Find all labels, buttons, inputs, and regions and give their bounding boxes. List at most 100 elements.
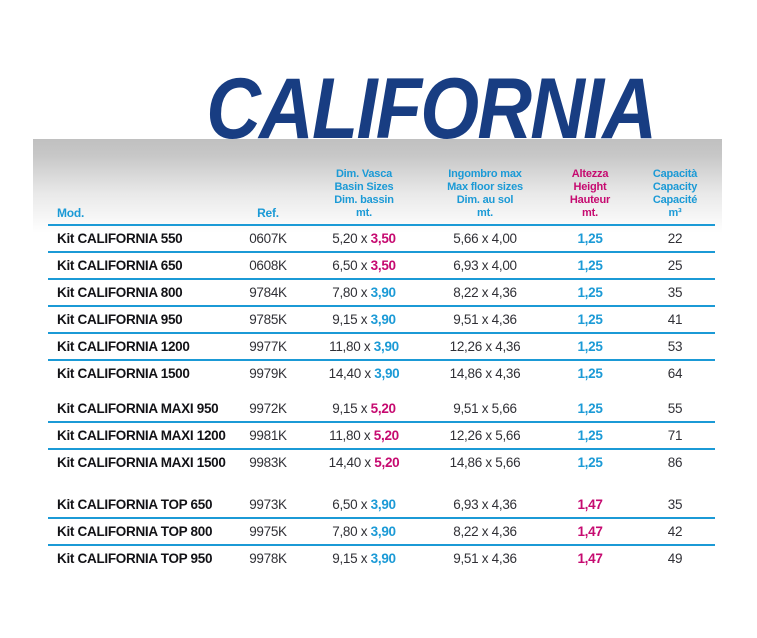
spec-table: Mod. Ref. Dim. Vasca Basin Sizes Dim. ba…	[48, 168, 715, 571]
height-value: 1,25	[577, 312, 603, 327]
header-line: Capacity	[652, 181, 698, 193]
col-header-height: Altezza Height Hauteur mt.	[545, 168, 635, 220]
capacity-value: 71	[667, 428, 683, 443]
floor-size: 5,66 x 4,00	[453, 231, 517, 246]
header-line: Max floor sizes	[447, 181, 523, 193]
header-line: mt.	[582, 207, 598, 219]
ref-code: 9784K	[249, 285, 287, 300]
ref-code: 0608K	[249, 258, 287, 273]
header-line: Dim. bassin	[334, 194, 394, 206]
basin-size: 9,15 x 3,90	[332, 551, 396, 566]
basin-size: 6,50 x 3,90	[332, 497, 396, 512]
table-row: Kit CALIFORNIA TOP 950 9978K 9,15 x 3,90…	[48, 546, 715, 571]
table-row: Kit CALIFORNIA 950 9785K 9,15 x 3,90 9,5…	[48, 307, 715, 334]
header-line: m³	[668, 207, 682, 219]
height-value: 1,25	[577, 455, 603, 470]
height-value: 1,25	[577, 366, 603, 381]
floor-size: 12,26 x 5,66	[449, 428, 521, 443]
basin-size: 14,40 x 3,90	[328, 366, 400, 381]
title-gradient-band	[33, 139, 722, 233]
capacity-value: 55	[667, 401, 683, 416]
floor-size: 8,22 x 4,36	[453, 285, 517, 300]
model-name: Kit CALIFORNIA MAXI 1200	[57, 428, 226, 443]
header-line: Height	[573, 181, 607, 193]
model-name: Kit CALIFORNIA 550	[57, 231, 183, 246]
ref-code: 9975K	[249, 524, 287, 539]
basin-size: 7,80 x 3,90	[332, 285, 396, 300]
height-value: 1,25	[577, 428, 603, 443]
floor-size: 8,22 x 4,36	[453, 524, 517, 539]
capacity-value: 64	[667, 366, 683, 381]
capacity-value: 41	[667, 312, 683, 327]
model-name: Kit CALIFORNIA 1500	[57, 366, 190, 381]
header-line: mt.	[477, 207, 493, 219]
basin-size: 5,20 x 3,50	[332, 231, 396, 246]
height-value: 1,47	[577, 497, 603, 512]
floor-size: 6,93 x 4,36	[453, 497, 517, 512]
floor-size: 12,26 x 4,36	[449, 339, 521, 354]
header-line: Capacità	[652, 168, 698, 180]
basin-size: 11,80 x 3,90	[329, 339, 399, 354]
table-row: Kit CALIFORNIA MAXI 1500 9983K 14,40 x 5…	[48, 450, 715, 475]
table-group-maxi: Kit CALIFORNIA MAXI 950 9972K 9,15 x 5,2…	[48, 396, 715, 475]
col-header-model: Mod.	[57, 206, 85, 220]
floor-size: 14,86 x 5,66	[449, 455, 521, 470]
basin-size: 7,80 x 3,90	[332, 524, 396, 539]
capacity-value: 22	[667, 231, 683, 246]
floor-size: 14,86 x 4,36	[449, 366, 521, 381]
floor-size: 9,51 x 4,36	[453, 551, 517, 566]
capacity-value: 53	[667, 339, 683, 354]
model-name: Kit CALIFORNIA TOP 800	[57, 524, 213, 539]
height-value: 1,25	[577, 258, 603, 273]
ref-code: 9979K	[249, 366, 287, 381]
header-line: Dim. au sol	[456, 194, 514, 206]
table-row: Kit CALIFORNIA 1500 9979K 14,40 x 3,90 1…	[48, 361, 715, 386]
height-value: 1,47	[577, 551, 603, 566]
basin-size: 9,15 x 3,90	[332, 312, 396, 327]
ref-code: 9972K	[249, 401, 287, 416]
table-header-row: Mod. Ref. Dim. Vasca Basin Sizes Dim. ba…	[48, 168, 715, 226]
header-line: Dim. Vasca	[335, 168, 393, 180]
model-name: Kit CALIFORNIA 800	[57, 285, 183, 300]
basin-size: 6,50 x 3,50	[332, 258, 396, 273]
table-row: Kit CALIFORNIA MAXI 950 9972K 9,15 x 5,2…	[48, 396, 715, 423]
ref-code: 9977K	[249, 339, 287, 354]
height-value: 1,25	[577, 401, 603, 416]
col-header-max-floor-sizes: Ingombro max Max floor sizes Dim. au sol…	[425, 168, 545, 220]
model-name: Kit CALIFORNIA MAXI 1500	[57, 455, 226, 470]
height-value: 1,47	[577, 524, 603, 539]
col-header-basin-sizes: Dim. Vasca Basin Sizes Dim. bassin mt.	[303, 168, 425, 220]
model-name: Kit CALIFORNIA 650	[57, 258, 183, 273]
capacity-value: 42	[667, 524, 683, 539]
basin-size: 11,80 x 5,20	[329, 428, 399, 443]
table-row: Kit CALIFORNIA MAXI 1200 9981K 11,80 x 5…	[48, 423, 715, 450]
header-line: Hauteur	[569, 194, 611, 206]
height-value: 1,25	[577, 285, 603, 300]
capacity-value: 49	[667, 551, 683, 566]
capacity-value: 25	[667, 258, 683, 273]
col-header-capacity: Capacità Capacity Capacité m³	[635, 168, 715, 220]
basin-size: 9,15 x 5,20	[332, 401, 396, 416]
height-value: 1,25	[577, 231, 603, 246]
page-title: CALIFORNIA	[205, 61, 657, 157]
header-line: Altezza	[571, 168, 609, 180]
capacity-value: 35	[667, 497, 683, 512]
ref-code: 9978K	[249, 551, 287, 566]
model-name: Kit CALIFORNIA 1200	[57, 339, 190, 354]
model-name: Kit CALIFORNIA TOP 950	[57, 551, 213, 566]
model-name: Kit CALIFORNIA MAXI 950	[57, 401, 219, 416]
height-value: 1,25	[577, 339, 603, 354]
model-name: Kit CALIFORNIA TOP 650	[57, 497, 213, 512]
header-line: Capacité	[652, 194, 698, 206]
ref-code: 9973K	[249, 497, 287, 512]
header-line: Basin Sizes	[334, 181, 394, 193]
col-header-ref: Ref.	[257, 206, 279, 220]
floor-size: 6,93 x 4,00	[453, 258, 517, 273]
ref-code: 9983K	[249, 455, 287, 470]
ref-code: 9981K	[249, 428, 287, 443]
table-row: Kit CALIFORNIA TOP 800 9975K 7,80 x 3,90…	[48, 519, 715, 546]
floor-size: 9,51 x 4,36	[453, 312, 517, 327]
table-row: Kit CALIFORNIA 550 0607K 5,20 x 3,50 5,6…	[48, 226, 715, 253]
table-row: Kit CALIFORNIA 650 0608K 6,50 x 3,50 6,9…	[48, 253, 715, 280]
